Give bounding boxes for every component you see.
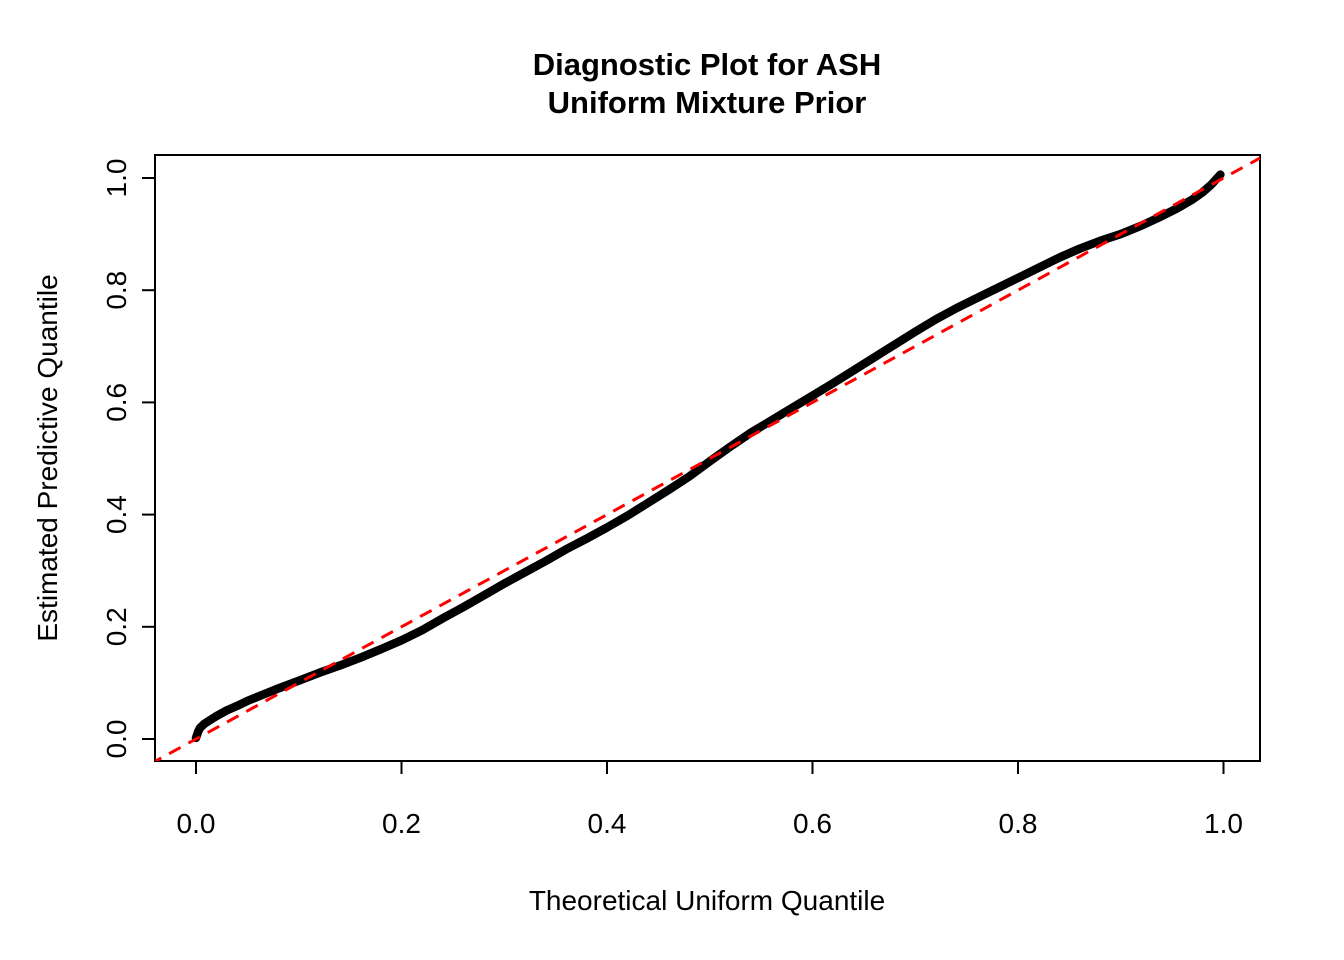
x-axis-title: Theoretical Uniform Quantile xyxy=(529,885,885,916)
chart-title-line-2: Uniform Mixture Prior xyxy=(548,85,867,120)
x-tick-label: 0.6 xyxy=(793,808,832,839)
x-tick-label: 0.2 xyxy=(382,808,421,839)
x-axis-ticks xyxy=(195,761,1225,774)
y-tick-label: 0.8 xyxy=(101,271,132,310)
chart-title-line-1: Diagnostic Plot for ASH xyxy=(533,47,881,82)
y-axis-ticks xyxy=(142,177,155,740)
quantile-curve xyxy=(191,170,1225,743)
x-axis-tick-labels: 0.0 0.2 0.4 0.6 0.8 1.0 xyxy=(177,808,1243,839)
y-tick-label: 0.6 xyxy=(101,383,132,422)
y-tick-label: 0.0 xyxy=(101,720,132,759)
x-tick-label: 0.8 xyxy=(999,808,1038,839)
y-tick-label: 0.2 xyxy=(101,607,132,646)
y-axis-tick-labels: 0.0 0.2 0.4 0.6 0.8 1.0 xyxy=(101,159,132,759)
x-tick-label: 0.4 xyxy=(588,808,627,839)
y-axis-title: Estimated Predictive Quantile xyxy=(32,274,63,641)
x-tick-label: 0.0 xyxy=(177,808,216,839)
y-tick-label: 1.0 xyxy=(101,159,132,198)
plot-series xyxy=(155,156,1260,761)
y-tick-label: 0.4 xyxy=(101,495,132,534)
reference-diagonal-line xyxy=(155,156,1260,761)
plot-frame xyxy=(154,154,1261,762)
x-tick-label: 1.0 xyxy=(1204,808,1243,839)
